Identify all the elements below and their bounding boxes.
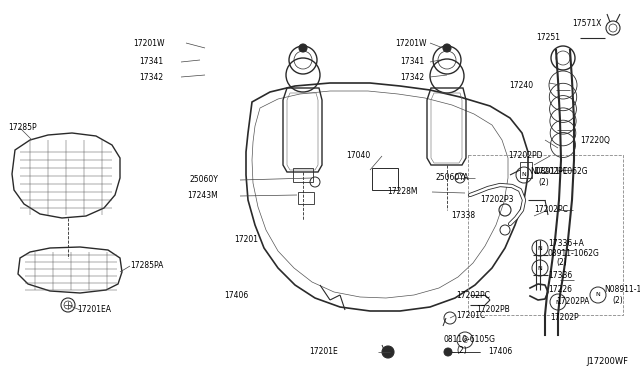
Text: 17201C: 17201C bbox=[456, 311, 485, 320]
Text: 17336: 17336 bbox=[548, 270, 572, 279]
Text: 17202P: 17202P bbox=[550, 314, 579, 323]
Text: 17243M: 17243M bbox=[188, 192, 218, 201]
Text: (2): (2) bbox=[556, 259, 567, 267]
Bar bbox=[468, 155, 623, 315]
Text: 17040: 17040 bbox=[346, 151, 370, 160]
Bar bbox=[293, 168, 313, 182]
Text: 17285PA: 17285PA bbox=[130, 262, 163, 270]
Text: 17228M: 17228M bbox=[387, 187, 418, 196]
Text: 17201W: 17201W bbox=[395, 38, 426, 48]
Text: J17200WF: J17200WF bbox=[586, 357, 628, 366]
Text: 17341: 17341 bbox=[400, 58, 424, 67]
Text: 08911-1062G: 08911-1062G bbox=[548, 250, 600, 259]
Text: (2): (2) bbox=[456, 346, 467, 355]
Bar bbox=[372, 168, 398, 190]
Text: N: N bbox=[555, 299, 560, 305]
Text: 17341: 17341 bbox=[139, 58, 163, 67]
Text: N08911-1062G: N08911-1062G bbox=[530, 167, 588, 176]
Text: 08110-6105G: 08110-6105G bbox=[444, 336, 496, 344]
Circle shape bbox=[299, 44, 307, 52]
Text: (2): (2) bbox=[612, 295, 623, 305]
Circle shape bbox=[382, 346, 394, 358]
Text: (2): (2) bbox=[538, 177, 548, 186]
Text: 17251: 17251 bbox=[536, 33, 560, 42]
Text: N08911-1062G: N08911-1062G bbox=[604, 285, 640, 295]
Text: 17201E: 17201E bbox=[309, 347, 338, 356]
Text: N: N bbox=[537, 246, 541, 250]
Text: 17201EA: 17201EA bbox=[77, 305, 111, 314]
Text: 17342: 17342 bbox=[400, 73, 424, 81]
Text: 17202PC: 17202PC bbox=[456, 291, 490, 299]
Text: 17202PC: 17202PC bbox=[534, 205, 568, 215]
Circle shape bbox=[444, 348, 452, 356]
Text: N: N bbox=[595, 292, 600, 298]
Text: 17342: 17342 bbox=[139, 73, 163, 81]
Text: 25060Y: 25060Y bbox=[189, 176, 218, 185]
Text: 17406: 17406 bbox=[488, 347, 512, 356]
Text: N: N bbox=[537, 266, 541, 270]
Text: 17202PA: 17202PA bbox=[556, 298, 589, 307]
Text: 17338: 17338 bbox=[451, 211, 475, 219]
Bar bbox=[298, 192, 314, 204]
Text: 17220Q: 17220Q bbox=[580, 135, 610, 144]
Text: 17226: 17226 bbox=[548, 285, 572, 295]
Text: 17202PB: 17202PB bbox=[476, 305, 509, 314]
Text: 17202P3: 17202P3 bbox=[480, 196, 513, 205]
Bar bbox=[520, 162, 532, 178]
Text: 17240: 17240 bbox=[509, 80, 533, 90]
Text: 17571X: 17571X bbox=[572, 19, 602, 29]
Text: 17202PC: 17202PC bbox=[534, 167, 568, 176]
Text: 17202PD: 17202PD bbox=[508, 151, 543, 160]
Circle shape bbox=[443, 44, 451, 52]
Text: 25060YA: 25060YA bbox=[436, 173, 470, 183]
Text: 17406: 17406 bbox=[224, 291, 248, 299]
Text: 17336+A: 17336+A bbox=[548, 238, 584, 247]
Text: 17285P: 17285P bbox=[8, 124, 36, 132]
Text: @: @ bbox=[461, 337, 468, 343]
Text: 17201: 17201 bbox=[234, 235, 258, 244]
Text: N: N bbox=[521, 173, 525, 177]
Text: 17201W: 17201W bbox=[134, 38, 165, 48]
